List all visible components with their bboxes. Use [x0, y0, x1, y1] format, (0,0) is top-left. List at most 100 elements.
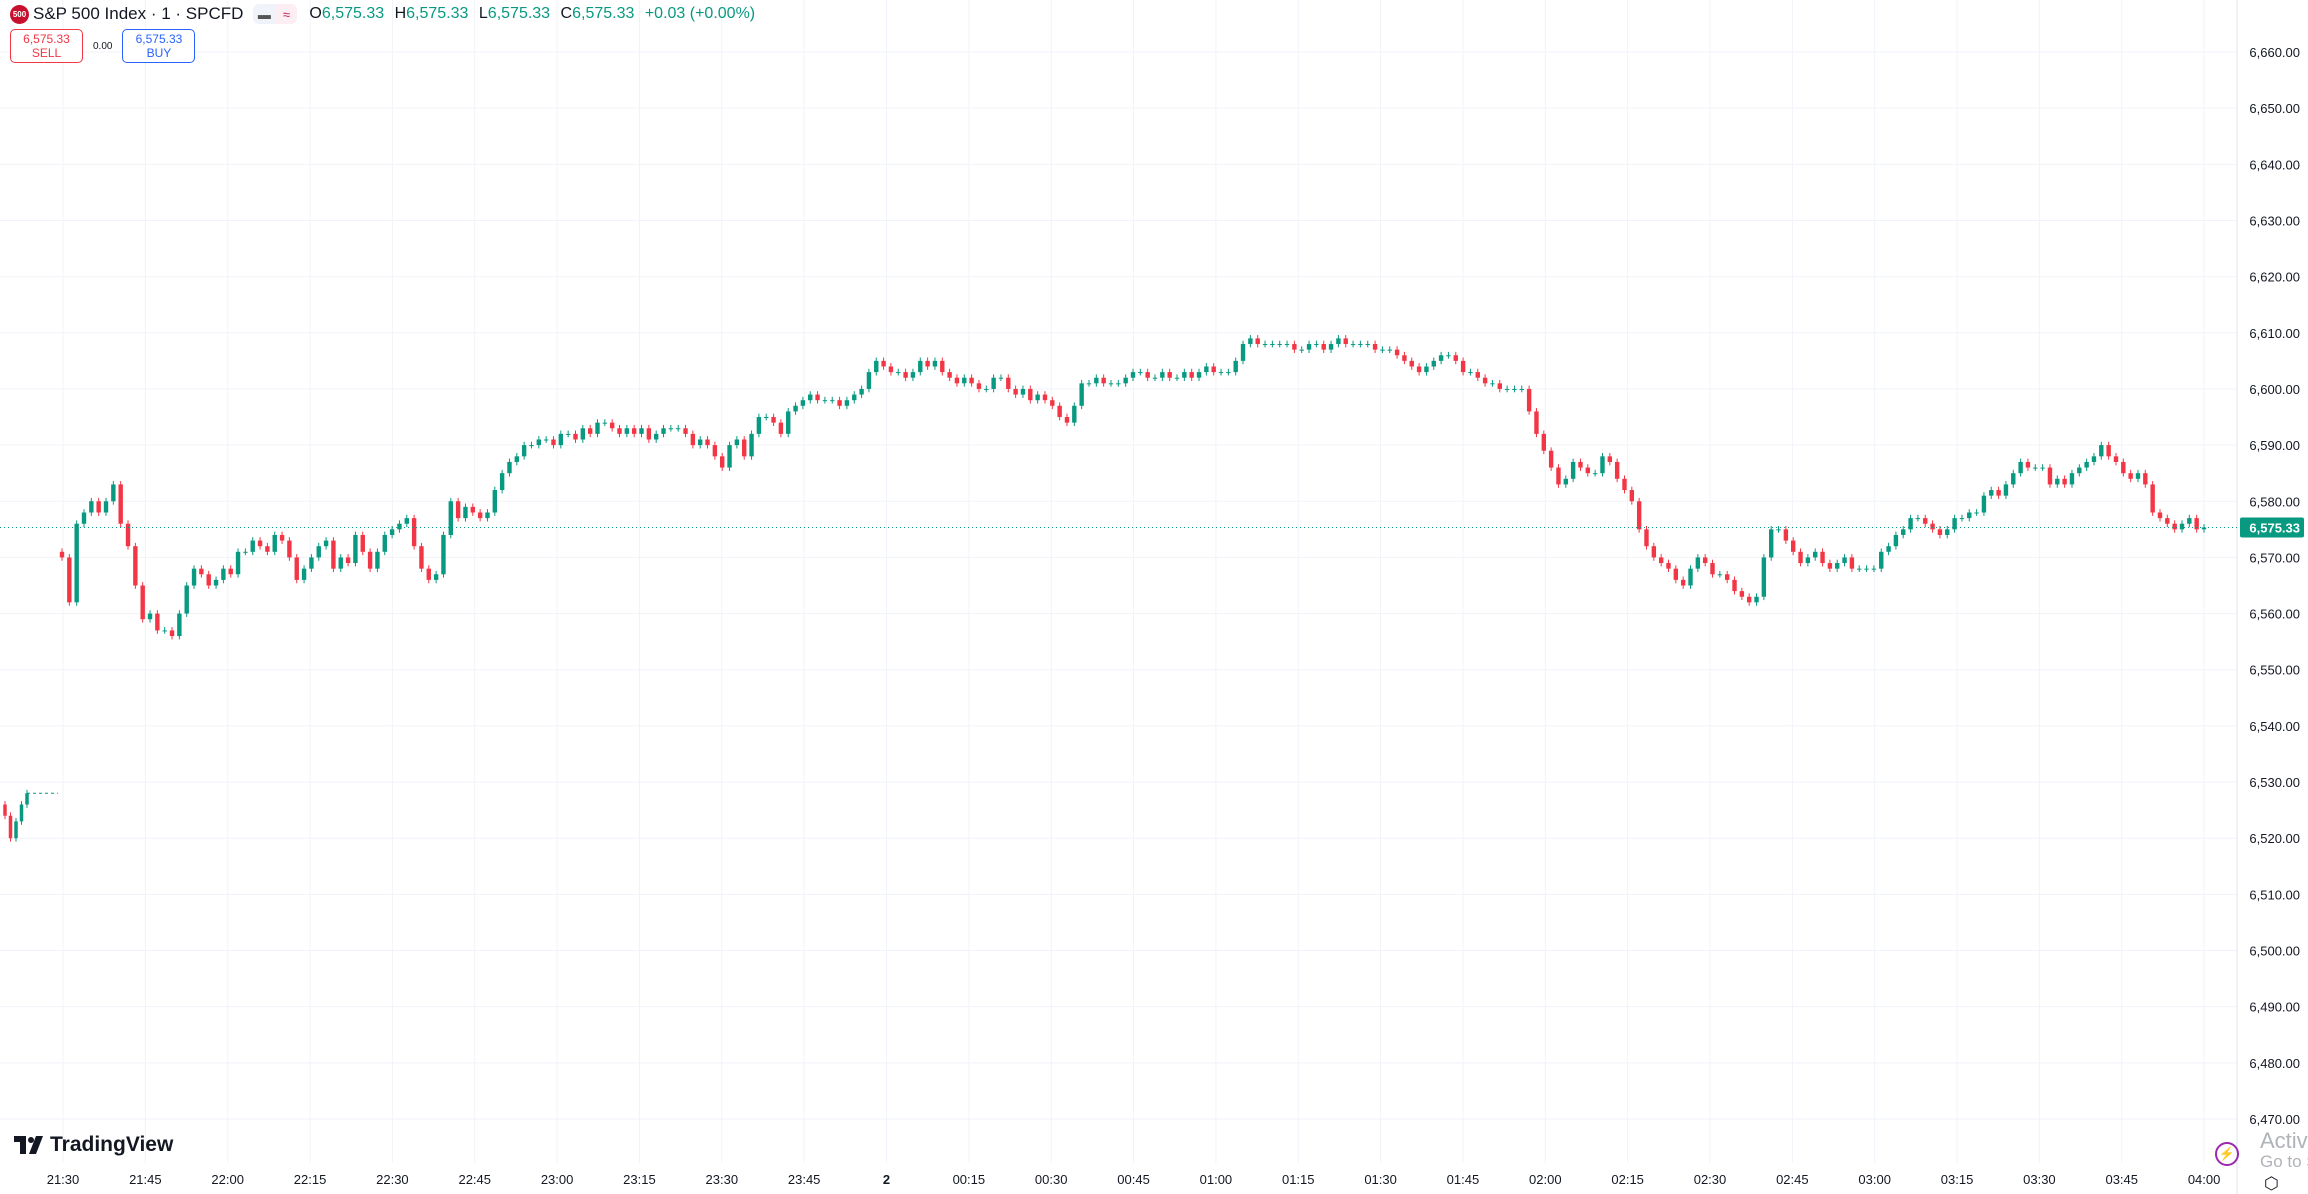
candle	[1556, 464, 1561, 488]
candle	[2143, 469, 2148, 488]
candle-body	[455, 501, 461, 519]
time-tick-label: 02:45	[1776, 1172, 1809, 1187]
candle	[2011, 469, 2016, 488]
candle-body	[1717, 574, 1723, 576]
sell-button[interactable]: 6,575.33 SELL	[10, 29, 83, 63]
last-price-badge	[2240, 517, 2304, 538]
candle	[316, 542, 321, 561]
candle-body	[1482, 377, 1488, 384]
time-tick-label: 03:30	[2023, 1172, 2056, 1187]
time-tick-label: 01:45	[1447, 1172, 1480, 1187]
candle-body	[294, 557, 299, 580]
time-tick-label: 01:15	[1282, 1172, 1315, 1187]
candle	[2165, 514, 2170, 528]
candle	[169, 627, 175, 640]
candle-body	[2179, 523, 2185, 530]
candle	[1057, 402, 1062, 421]
candle-body	[551, 439, 556, 446]
candle-body	[1974, 512, 1979, 514]
candle-body	[1218, 372, 1224, 374]
candle	[1504, 385, 1510, 393]
candle	[1460, 357, 1466, 376]
time-tick-label: 03:00	[1858, 1172, 1891, 1187]
candle-body	[1255, 338, 1260, 345]
candle-body	[1145, 372, 1150, 378]
candle	[1548, 447, 1554, 471]
candle-body	[1886, 546, 1891, 552]
buy-button[interactable]: 6,575.33 BUY	[122, 29, 196, 63]
candle	[1233, 357, 1238, 376]
candle	[243, 548, 248, 556]
candle	[323, 537, 329, 550]
candle	[1871, 565, 1877, 573]
candle	[2128, 469, 2133, 483]
candle-body	[1050, 400, 1055, 406]
candle-body	[1358, 344, 1363, 346]
lightning-icon[interactable]: ⚡	[2215, 1142, 2239, 1166]
candle-body	[448, 501, 453, 535]
minus-icon[interactable]: ▬	[257, 6, 271, 22]
candle	[448, 497, 453, 539]
candle-body	[1497, 383, 1502, 389]
candle-body	[962, 377, 967, 384]
candle	[1402, 351, 1407, 365]
candle-body	[1783, 529, 1789, 541]
candle	[1336, 335, 1341, 348]
candle	[756, 413, 762, 438]
candle	[140, 582, 145, 623]
candle	[1416, 363, 1422, 376]
candle	[910, 368, 916, 382]
candle-body	[265, 546, 270, 552]
price-tick-label: 6,510.00	[2249, 887, 2300, 902]
candle	[1189, 368, 1194, 382]
approx-icon[interactable]: ≈	[275, 4, 298, 24]
candle	[1680, 576, 1686, 589]
candle-body	[661, 428, 666, 434]
candle-body	[118, 484, 123, 524]
candle-body	[771, 417, 776, 423]
candle	[1387, 346, 1392, 354]
candle	[521, 441, 527, 460]
candle-body	[1827, 563, 1833, 569]
candle-body	[2018, 461, 2023, 474]
candle	[1204, 363, 1209, 376]
candle-body	[1879, 551, 1884, 569]
candle-body	[177, 613, 182, 637]
candle-body	[1849, 557, 1855, 569]
candle-body	[918, 360, 923, 373]
candle-body	[1695, 557, 1701, 569]
candle	[1658, 554, 1664, 567]
tradingview-logo[interactable]: TradingView	[14, 1133, 173, 1157]
candle	[2150, 481, 2155, 516]
candle	[2121, 458, 2126, 477]
symbol-title[interactable]: S&P 500 Index · 1 · SPCFD	[33, 4, 244, 23]
candle-body	[1996, 490, 2001, 496]
candle-body	[830, 400, 835, 402]
change-value: +0.03 (+0.00%)	[644, 5, 756, 22]
candle-body	[602, 422, 608, 424]
candle-body	[1541, 433, 1546, 451]
candle	[602, 419, 608, 427]
candle-body	[1240, 344, 1246, 361]
candle-body	[720, 456, 725, 468]
candle	[1108, 379, 1114, 387]
candle	[595, 419, 600, 438]
candle-body	[1013, 388, 1018, 395]
candle-body	[1820, 551, 1825, 564]
candle-body	[1504, 388, 1510, 390]
candle-body	[1673, 568, 1679, 580]
candle	[712, 441, 718, 460]
candle	[881, 357, 886, 370]
low-label: L	[478, 5, 488, 22]
candle	[1218, 368, 1224, 376]
sp500-logo: 500	[10, 4, 29, 24]
candle	[2201, 524, 2207, 533]
candle	[155, 610, 160, 634]
candle	[1996, 486, 2001, 500]
candle	[2047, 464, 2053, 488]
candle	[2077, 464, 2082, 477]
settings-icon[interactable]: ⬡	[2264, 1174, 2279, 1193]
legend-toggle[interactable]: ▬ ≈	[253, 4, 298, 24]
tradingview-wordmark: TradingView	[50, 1133, 174, 1156]
